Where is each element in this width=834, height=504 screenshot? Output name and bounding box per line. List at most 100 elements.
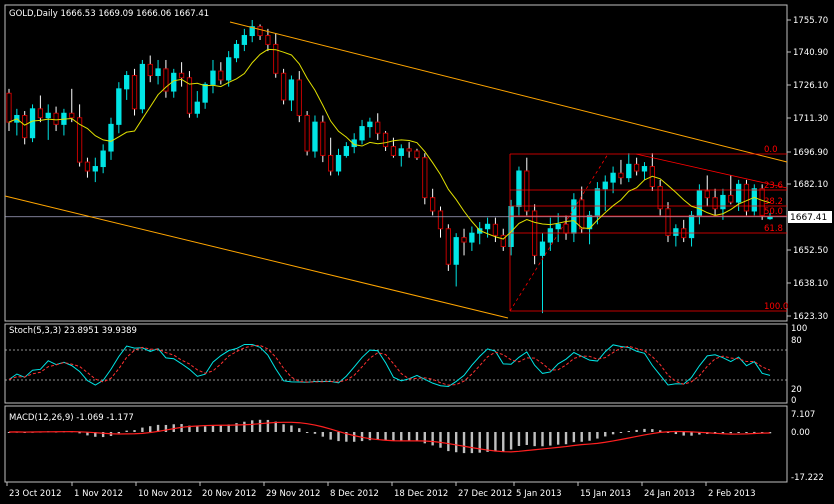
candle-body [312,121,318,152]
candle-body [265,35,271,45]
x-tick-label: 15 Jan 2013 [580,489,631,499]
stoch-tick-label: 100 [791,324,807,334]
candle-body [53,112,59,125]
macd-bar [282,424,285,432]
candle-body [751,188,757,212]
candle-body [720,194,726,210]
y-tick-label: 1696.90 [793,148,828,158]
candle-body [437,210,444,230]
macd-bar [745,432,748,433]
macd-bar [478,432,481,453]
y-tick-label: 1740.90 [793,48,828,58]
macd-bar [729,432,732,434]
macd-bar [635,429,638,432]
candle-body [461,237,467,243]
macd-bar [462,432,466,454]
stoch-signal-line [8,344,771,386]
candle-body [696,190,703,216]
macd-bar [376,432,379,440]
candle-body [743,183,750,212]
x-tick-label: 5 Jan 2013 [516,489,562,499]
macd-bar [392,432,395,441]
candle-body [257,26,263,37]
main-panel-frame [4,4,788,322]
macd-bar [674,432,678,435]
macd-bar [439,432,442,448]
channel-lower-line [4,195,509,319]
macd-bar [352,432,356,442]
candle-body [178,72,185,79]
macd-bar [290,425,293,432]
candle-body [688,214,695,239]
x-tick-label: 27 Dec 2012 [458,489,512,499]
candle-body [92,166,98,172]
candle-body [735,183,742,203]
macd-bar [611,432,615,435]
candle-body [100,150,106,168]
macd-bar [156,424,160,432]
y-tick-label: 1638.10 [793,279,828,289]
fib-level-label: 38.2 [764,197,783,207]
candle-body [579,199,585,230]
candles-layer [6,20,773,314]
candle-body [602,181,608,190]
macd-bar [556,432,560,445]
candle-body [516,170,522,208]
macd-bar [651,429,654,432]
x-tick-label: 2 Feb 2013 [708,489,756,499]
candle-body [124,75,130,90]
macd-bar [447,432,450,452]
candle-body [288,79,295,101]
current-price-label: 1667.41 [790,213,827,223]
macd-bar [486,432,489,452]
fib-level-label: 61.8 [764,224,783,234]
macd-bar [627,431,630,433]
x-tick-label: 1 Nov 2012 [74,489,123,499]
macd-bar [619,432,623,433]
macd-bar [360,432,364,442]
macd-bar [549,432,552,446]
candle-body [429,197,436,212]
stoch-panel-title: Stoch(5,3,3) 23.8951 39.9389 [9,326,137,336]
macd-bar [180,424,183,432]
macd-bar [305,432,309,433]
candle-body [218,70,224,81]
macd-bar [604,432,607,437]
stoch-main-line [8,343,771,388]
candle-body [492,223,499,236]
candle-body [563,223,569,234]
candle-body [445,228,451,265]
macd-bar [133,430,136,432]
candle-body [367,121,373,128]
candle-body [665,208,671,236]
candle-body [226,57,232,81]
macd-bar [470,432,474,454]
macd-tick-label: 7.107 [791,410,815,420]
candle-body [108,123,114,152]
candle-body [500,234,506,248]
candle-body [375,121,381,134]
fib-level-label: 0.0 [764,145,778,155]
macd-bar [321,432,325,437]
candle-body [610,172,616,183]
candle-body [320,121,326,156]
candle-body [163,68,169,92]
candle-body [131,75,138,110]
macd-tick-label: -17.222 [791,473,824,483]
candle-body [6,92,12,123]
macd-bar [572,432,576,443]
candle-body [84,161,91,172]
candle-body [594,188,601,216]
macd-signal-line [8,421,771,453]
macd-bar [533,432,536,447]
macd-bar [7,432,11,433]
candle-body [618,172,624,179]
x-tick-label: 20 Nov 2012 [202,489,256,499]
stoch-tick-label: 0 [791,396,796,406]
macd-bar [227,424,230,432]
macd-panel-frame [4,405,788,483]
candle-body [414,150,420,159]
candle-body [712,197,718,210]
macd-bar [384,432,387,441]
